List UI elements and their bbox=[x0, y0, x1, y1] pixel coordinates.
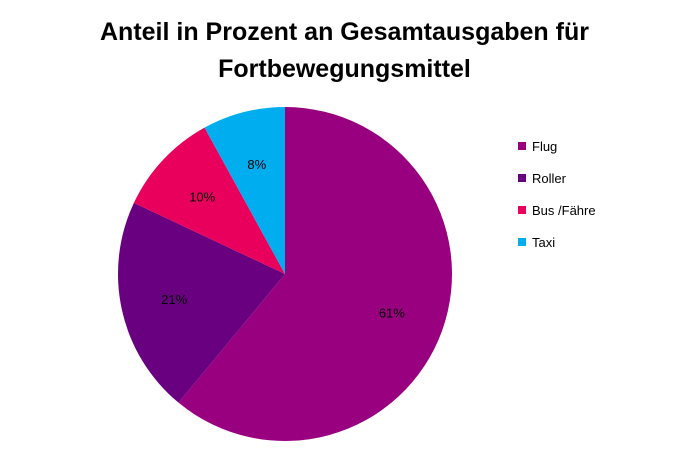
chart-title-line-2: Fortbewegungsmittel bbox=[218, 55, 471, 83]
legend-label: Taxi bbox=[532, 234, 556, 250]
chart-title-line-1: Anteil in Prozent an Gesamtausgaben für bbox=[100, 18, 589, 46]
legend-item-flug: Flug bbox=[518, 130, 596, 162]
pie-slice-taxi bbox=[204, 107, 285, 274]
legend: Flug Roller Bus /Fähre Taxi bbox=[518, 130, 596, 258]
pie-slice-bus-fähre bbox=[133, 127, 285, 274]
legend-swatch bbox=[518, 142, 526, 150]
data-label: 61% bbox=[379, 305, 405, 320]
pie-slice-roller bbox=[117, 202, 285, 403]
chart-title: Anteil in Prozent an Gesamtausgaben für … bbox=[0, 14, 689, 88]
legend-item-roller: Roller bbox=[518, 162, 596, 194]
legend-swatch bbox=[518, 174, 526, 182]
legend-label: Roller bbox=[532, 170, 566, 186]
legend-label: Bus /Fähre bbox=[532, 202, 596, 218]
legend-label: Flug bbox=[532, 138, 558, 154]
data-label: 8% bbox=[247, 157, 266, 172]
pie-slice-flug bbox=[178, 107, 453, 441]
data-label: 21% bbox=[161, 292, 187, 307]
legend-swatch bbox=[518, 206, 526, 214]
legend-item-taxi: Taxi bbox=[518, 226, 596, 258]
legend-swatch bbox=[518, 238, 526, 246]
data-label: 10% bbox=[189, 189, 215, 204]
legend-item-bus-faehre: Bus /Fähre bbox=[518, 194, 596, 226]
